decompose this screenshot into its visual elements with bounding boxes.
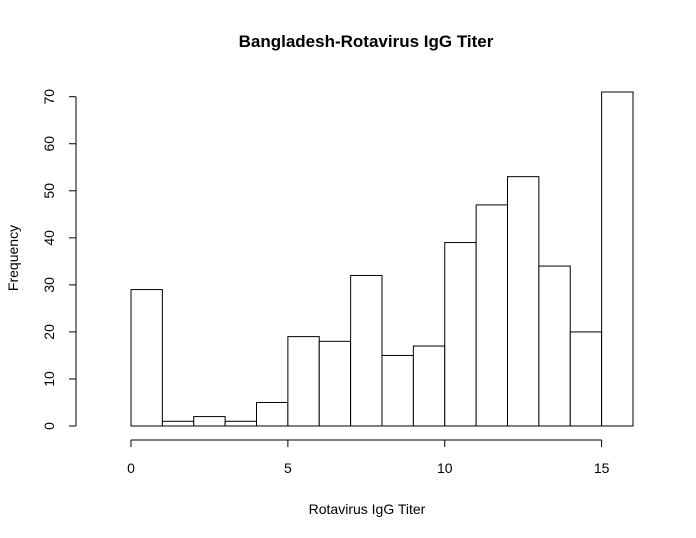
y-tick-label: 30 [41, 277, 57, 293]
x-tick-label: 10 [437, 460, 453, 476]
histogram-bar-8 [381, 354, 414, 427]
chart-title: Bangladesh-Rotavirus IgG Titer [239, 32, 494, 51]
histogram-bar-6 [318, 340, 352, 427]
histogram-bar-15 [601, 91, 634, 427]
y-tick-label: 10 [41, 371, 57, 387]
histogram-bar-2 [193, 416, 226, 427]
y-tick-label: 50 [41, 183, 57, 199]
bars-group [130, 91, 634, 427]
histogram-bar-0 [130, 289, 163, 427]
histogram-bar-4 [256, 401, 289, 427]
histogram-bar-14 [569, 331, 603, 427]
y-tick-label: 60 [41, 136, 57, 152]
y-axis: 0 10 20 30 40 50 60 70 [41, 89, 77, 430]
histogram-bar-12 [507, 176, 540, 427]
histogram-bar-9 [412, 345, 446, 427]
x-axis-label: Rotavirus IgG Titer [309, 501, 426, 517]
x-tick-label: 0 [127, 460, 135, 476]
histogram-bar-5 [287, 336, 320, 427]
x-tick-label: 5 [284, 460, 292, 476]
histogram-bar-11 [475, 204, 508, 427]
x-axis: 0 5 10 15 [127, 439, 610, 476]
y-tick-label: 70 [41, 89, 57, 105]
y-tick-label: 40 [41, 230, 57, 246]
y-axis-label: Frequency [5, 225, 21, 291]
histogram-bar-13 [538, 265, 571, 427]
histogram-bar-7 [350, 274, 383, 427]
histogram-bar-3 [224, 420, 257, 427]
histogram-bar-1 [161, 420, 195, 427]
x-tick-label: 15 [594, 460, 610, 476]
y-tick-label: 20 [41, 324, 57, 340]
histogram-bar-10 [444, 242, 477, 427]
y-tick-label: 0 [41, 422, 57, 430]
